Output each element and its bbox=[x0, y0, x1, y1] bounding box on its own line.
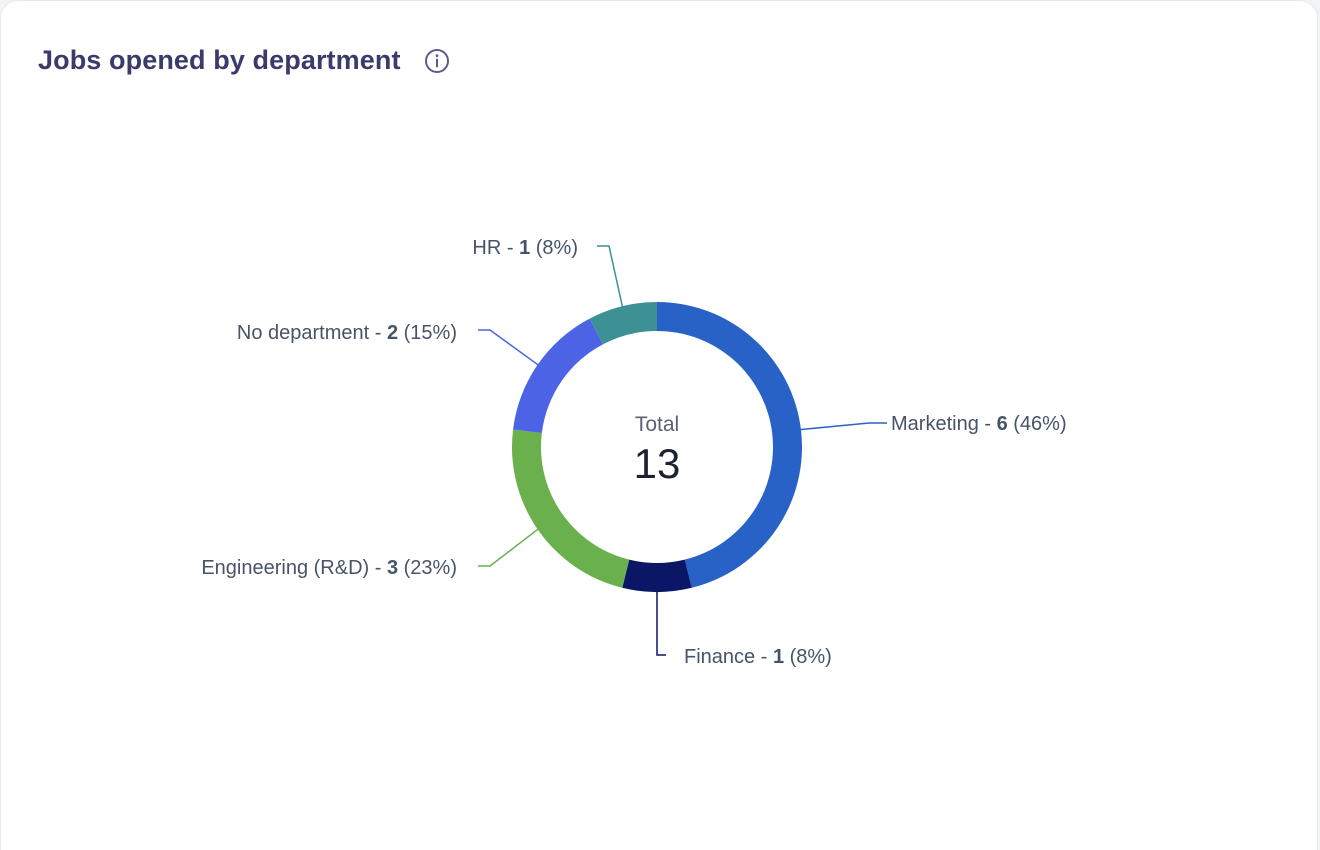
slice-label-percent: (8%) bbox=[784, 646, 832, 668]
slice-label-name: Marketing - bbox=[891, 413, 997, 435]
slice-label-percent: (23%) bbox=[398, 557, 457, 579]
slice-label-value: 1 bbox=[773, 646, 784, 668]
slice-label-percent: (46%) bbox=[1008, 413, 1067, 435]
slice-label-name: HR - bbox=[472, 237, 519, 259]
slice-label-name: Engineering (R&D) - bbox=[201, 557, 387, 579]
donut-slice-finance[interactable] bbox=[622, 559, 692, 592]
center-caption: Total bbox=[635, 413, 679, 436]
donut-slice-marketing[interactable] bbox=[657, 302, 802, 588]
slice-label-value: 1 bbox=[519, 237, 530, 259]
slice-label: Engineering (R&D) - 3 (23%) bbox=[201, 557, 457, 579]
donut-slices bbox=[512, 302, 802, 592]
donut-slice-hr[interactable] bbox=[589, 302, 657, 345]
slice-label: Marketing - 6 (46%) bbox=[891, 413, 1067, 435]
info-circle-icon bbox=[424, 48, 449, 73]
slice-label-value: 2 bbox=[387, 322, 398, 344]
leader-line bbox=[597, 245, 624, 308]
slice-label-name: Finance - bbox=[684, 646, 773, 668]
leader-line bbox=[656, 591, 666, 656]
slice-leader-lines bbox=[478, 245, 887, 656]
slice-label-name: No department - bbox=[237, 322, 387, 344]
slice-labels: Marketing - 6 (46%) Finance - 1 (8%) Engin… bbox=[201, 237, 1066, 668]
donut-slice-no-department[interactable] bbox=[513, 318, 604, 434]
slice-label-percent: (15%) bbox=[398, 322, 457, 344]
info-button[interactable] bbox=[423, 47, 451, 75]
card-header: Jobs opened by department bbox=[38, 45, 451, 76]
center-total: 13 bbox=[634, 440, 681, 487]
slice-label: No department - 2 (15%) bbox=[237, 322, 457, 344]
slice-label-percent: (8%) bbox=[530, 237, 578, 259]
slice-label: Finance - 1 (8%) bbox=[684, 646, 832, 668]
leader-line bbox=[478, 329, 539, 366]
donut-slice-engineering-r-d[interactable] bbox=[512, 429, 630, 588]
slice-label-value: 3 bbox=[387, 557, 398, 579]
leader-line bbox=[478, 528, 539, 567]
card-title: Jobs opened by department bbox=[38, 45, 401, 75]
slice-label: HR - 1 (8%) bbox=[472, 237, 578, 259]
leader-line bbox=[799, 422, 887, 431]
slice-label-value: 6 bbox=[997, 413, 1008, 435]
